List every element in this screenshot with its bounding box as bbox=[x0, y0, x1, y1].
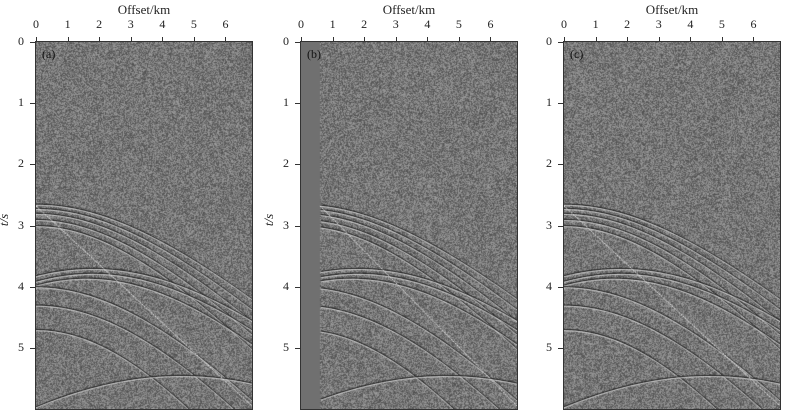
y-tick-mark bbox=[30, 164, 36, 166]
y-tick-mark bbox=[558, 164, 564, 166]
y-tick-label: 4 bbox=[546, 278, 552, 293]
x-tick-label: 4 bbox=[424, 17, 431, 31]
x-tick-label: 5 bbox=[190, 17, 197, 31]
y-tick-label: 1 bbox=[546, 95, 552, 110]
seismic-image bbox=[35, 41, 253, 410]
y-tick-label: 4 bbox=[283, 278, 289, 293]
x-tick-label: 6 bbox=[487, 17, 494, 31]
y-tick-label: 5 bbox=[283, 339, 289, 354]
y-tick-label: 2 bbox=[283, 156, 289, 171]
y-tick-mark bbox=[30, 42, 36, 43]
x-tick-mark bbox=[332, 37, 334, 42]
x-tick-mark bbox=[395, 37, 397, 42]
x-axis-label: Offset/km bbox=[117, 2, 171, 17]
panel-label: (a) bbox=[42, 47, 56, 61]
x-tick-label: 2 bbox=[624, 17, 631, 31]
y-tick-label: 2 bbox=[18, 156, 24, 171]
y-tick-mark bbox=[295, 286, 301, 288]
y-tick-mark bbox=[30, 347, 36, 349]
y-tick-mark bbox=[295, 103, 301, 105]
x-tick-mark bbox=[301, 37, 302, 42]
x-tick-label: 3 bbox=[392, 17, 399, 31]
x-tick-mark bbox=[364, 37, 366, 42]
y-tick-label: 5 bbox=[18, 339, 24, 354]
x-tick-label: 4 bbox=[159, 17, 166, 31]
x-tick-label: 1 bbox=[64, 17, 71, 31]
x-tick-label: 5 bbox=[718, 17, 725, 31]
x-tick-mark bbox=[458, 37, 460, 42]
x-tick-mark bbox=[225, 37, 227, 42]
y-tick-mark bbox=[30, 286, 36, 288]
x-tick-mark bbox=[627, 37, 629, 42]
panel-label: (c) bbox=[570, 47, 584, 61]
x-tick-label: 0 bbox=[298, 17, 304, 31]
y-tick-mark bbox=[558, 225, 564, 227]
y-tick-mark bbox=[558, 42, 564, 43]
seismic-image bbox=[563, 41, 781, 410]
x-tick-label: 5 bbox=[455, 17, 462, 31]
x-tick-mark bbox=[427, 37, 429, 42]
y-tick-label: 4 bbox=[18, 278, 24, 293]
y-tick-mark bbox=[30, 225, 36, 227]
x-tick-mark bbox=[162, 37, 164, 42]
y-tick-label: 1 bbox=[283, 95, 289, 110]
y-tick-label: 3 bbox=[18, 217, 24, 232]
x-axis-label: Offset/km bbox=[382, 2, 436, 17]
y-tick-label: 3 bbox=[546, 217, 552, 232]
x-tick-label: 0 bbox=[561, 17, 567, 31]
x-tick-mark bbox=[36, 37, 37, 42]
y-tick-label: 1 bbox=[18, 95, 24, 110]
y-tick-mark bbox=[295, 347, 301, 349]
y-tick-mark bbox=[558, 286, 564, 288]
x-tick-mark bbox=[595, 37, 597, 42]
x-tick-mark bbox=[658, 37, 660, 42]
y-tick-mark bbox=[558, 103, 564, 105]
x-tick-mark bbox=[193, 37, 195, 42]
x-tick-label: 2 bbox=[361, 17, 368, 31]
x-axis-label: Offset/km bbox=[645, 2, 699, 17]
seismic-image bbox=[300, 41, 518, 410]
panel-label: (b) bbox=[307, 47, 321, 61]
y-tick-label: 5 bbox=[546, 339, 552, 354]
x-tick-label: 4 bbox=[687, 17, 694, 31]
y-tick-label: 0 bbox=[546, 34, 552, 48]
x-tick-label: 1 bbox=[329, 17, 336, 31]
y-tick-mark bbox=[558, 347, 564, 349]
y-tick-mark bbox=[295, 42, 301, 43]
x-tick-mark bbox=[130, 37, 132, 42]
x-tick-mark bbox=[490, 37, 492, 42]
y-tick-label: 0 bbox=[18, 34, 24, 48]
x-tick-label: 1 bbox=[592, 17, 599, 31]
x-tick-label: 2 bbox=[96, 17, 103, 31]
x-tick-label: 6 bbox=[222, 17, 229, 31]
x-tick-mark bbox=[564, 37, 565, 42]
y-tick-mark bbox=[295, 164, 301, 166]
y-tick-mark bbox=[30, 103, 36, 105]
y-tick-label: 2 bbox=[546, 156, 552, 171]
x-tick-label: 6 bbox=[750, 17, 757, 31]
x-tick-mark bbox=[721, 37, 723, 42]
x-tick-label: 0 bbox=[33, 17, 39, 31]
x-tick-mark bbox=[67, 37, 69, 42]
x-tick-label: 3 bbox=[127, 17, 134, 31]
x-tick-label: 3 bbox=[655, 17, 662, 31]
x-tick-mark bbox=[690, 37, 692, 42]
y-tick-mark bbox=[295, 225, 301, 227]
x-tick-mark bbox=[99, 37, 101, 42]
y-tick-label: 0 bbox=[283, 34, 289, 48]
y-tick-label: 3 bbox=[283, 217, 289, 232]
x-tick-mark bbox=[753, 37, 755, 42]
